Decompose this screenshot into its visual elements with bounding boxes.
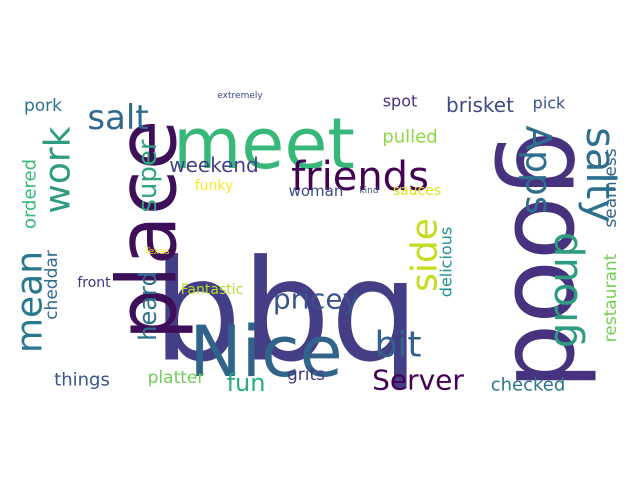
cloud-word-kind: kind <box>359 186 378 196</box>
cloud-word-brisket: brisket <box>446 93 514 117</box>
cloud-word-salty: salty <box>577 127 623 223</box>
cloud-word-fantastic: Fantastic <box>181 282 244 298</box>
cloud-word-mean: mean <box>10 251 51 353</box>
cloud-word-cheddar: cheddar <box>42 250 62 320</box>
cloud-word-good: good <box>491 130 613 389</box>
cloud-word-server: Server <box>372 364 464 397</box>
cloud-word-funky: funky <box>195 178 234 194</box>
cloud-word-front: front <box>77 275 111 291</box>
cloud-word-apps: Apps <box>518 125 559 214</box>
cloud-word-bit: bit <box>375 325 422 366</box>
cloud-word-spot: spot <box>383 92 418 111</box>
cloud-word-pricey: pricey <box>273 283 359 316</box>
cloud-word-side: side <box>405 218 446 292</box>
cloud-word-friends: friends <box>291 154 429 200</box>
cloud-word-platter: platter <box>148 368 205 388</box>
cloud-word-meet: meet <box>173 103 355 185</box>
cloud-word-salt: salt <box>87 98 148 138</box>
cloud-word-group: group <box>541 232 587 348</box>
cloud-word-extremely: extremely <box>217 91 263 101</box>
cloud-word-things: things <box>54 370 110 391</box>
cloud-word-place: place <box>101 120 196 341</box>
cloud-word-seamless: seamless <box>601 148 621 227</box>
cloud-word-texas: Texas <box>144 247 170 257</box>
cloud-word-sauces: sauces <box>393 183 441 199</box>
cloud-word-grits: grits <box>287 365 325 385</box>
cloud-word-bbq: bbq <box>153 231 420 394</box>
cloud-word-delicious: delicious <box>437 227 456 297</box>
cloud-word-pulled: pulled <box>382 127 437 148</box>
cloud-word-ordered: ordered <box>20 159 41 229</box>
cloud-word-heard: heard <box>134 271 162 340</box>
cloud-word-fun: fun <box>227 369 266 397</box>
cloud-word-restaurant: restaurant <box>601 253 621 342</box>
cloud-word-weekend: weekend <box>169 153 259 177</box>
cloud-word-checked: checked <box>491 375 566 396</box>
cloud-word-woman: woman <box>289 182 344 200</box>
cloud-word-nice: Nice <box>189 311 342 393</box>
cloud-word-pork: pork <box>24 96 62 116</box>
cloud-word-pick: pick <box>533 94 566 113</box>
cloud-word-super: super <box>133 139 163 213</box>
cloud-word-work: work <box>38 126 79 213</box>
